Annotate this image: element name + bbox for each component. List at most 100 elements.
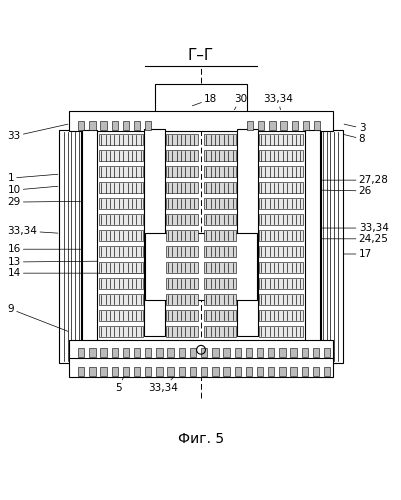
Bar [200, 367, 207, 376]
Bar [258, 310, 302, 321]
Bar [234, 367, 240, 376]
Bar [59, 130, 81, 362]
Bar [223, 348, 229, 357]
Bar [204, 150, 235, 162]
Bar [69, 340, 332, 358]
Bar [258, 326, 302, 337]
Bar [312, 348, 318, 357]
Bar [200, 348, 207, 357]
Bar [223, 367, 229, 376]
Text: 13: 13 [7, 257, 97, 267]
Bar [323, 367, 330, 376]
Bar [99, 326, 143, 337]
Bar [122, 367, 129, 376]
Bar [99, 182, 143, 194]
Bar [246, 120, 253, 130]
Bar [204, 230, 235, 241]
Bar [122, 120, 129, 130]
Bar [145, 367, 151, 376]
Bar [245, 348, 251, 357]
Bar [99, 150, 143, 162]
Bar [301, 348, 307, 357]
Bar [99, 246, 143, 257]
Bar [99, 134, 143, 145]
Bar [166, 262, 197, 273]
Bar [304, 130, 319, 357]
Bar [145, 233, 256, 300]
Bar [212, 348, 218, 357]
Bar [166, 150, 197, 162]
Bar [82, 130, 97, 357]
Text: 29: 29 [7, 197, 81, 207]
Bar [99, 198, 143, 209]
Bar [155, 84, 246, 112]
Bar [145, 120, 151, 130]
Bar [166, 230, 197, 241]
Bar [212, 367, 218, 376]
Bar [144, 129, 165, 336]
Bar [204, 278, 235, 289]
Text: 17: 17 [343, 249, 371, 259]
Bar [204, 262, 235, 273]
Bar [100, 348, 107, 357]
Bar [204, 198, 235, 209]
Bar [89, 367, 95, 376]
Bar [258, 246, 302, 257]
Text: Фиг. 5: Фиг. 5 [178, 432, 223, 446]
Bar [258, 182, 302, 194]
Text: 30: 30 [233, 94, 246, 110]
Text: 33,34: 33,34 [7, 226, 58, 236]
Bar [166, 182, 197, 194]
Bar [279, 367, 285, 376]
Bar [258, 134, 302, 145]
Text: 33: 33 [7, 124, 68, 141]
Text: 33,34: 33,34 [148, 376, 178, 392]
Text: 33,34: 33,34 [262, 94, 292, 110]
Text: 14: 14 [7, 268, 143, 278]
Text: 33,34: 33,34 [321, 223, 388, 233]
Bar [166, 198, 197, 209]
Bar [99, 166, 143, 177]
Bar [99, 214, 143, 225]
Bar [178, 367, 184, 376]
Bar [99, 294, 143, 305]
Bar [269, 120, 275, 130]
Bar [258, 294, 302, 305]
Bar [156, 348, 162, 357]
Bar [280, 120, 286, 130]
Bar [204, 166, 235, 177]
Bar [166, 326, 197, 337]
Bar [99, 262, 143, 273]
Text: 5: 5 [115, 371, 126, 392]
Bar [258, 262, 302, 273]
Bar [166, 134, 197, 145]
Bar [189, 348, 196, 357]
Bar [267, 348, 274, 357]
Bar [99, 310, 143, 321]
Bar [204, 182, 235, 194]
Bar [166, 310, 197, 321]
Bar [156, 367, 162, 376]
Text: 8: 8 [343, 134, 365, 144]
Bar [69, 358, 332, 377]
Bar [166, 278, 197, 289]
Bar [234, 348, 240, 357]
Text: 3: 3 [343, 123, 365, 133]
Bar [100, 120, 107, 130]
Bar [323, 348, 330, 357]
Bar [258, 150, 302, 162]
Text: 26: 26 [321, 186, 371, 196]
Bar [166, 294, 197, 305]
Bar [279, 348, 285, 357]
Bar [78, 120, 84, 130]
Bar [256, 348, 263, 357]
Bar [89, 120, 95, 130]
Text: 16: 16 [7, 244, 81, 254]
Bar [122, 348, 129, 357]
Bar [302, 120, 308, 130]
Bar [134, 348, 140, 357]
Bar [99, 278, 143, 289]
Bar [312, 367, 318, 376]
Text: 9: 9 [7, 304, 68, 332]
Bar [166, 166, 197, 177]
